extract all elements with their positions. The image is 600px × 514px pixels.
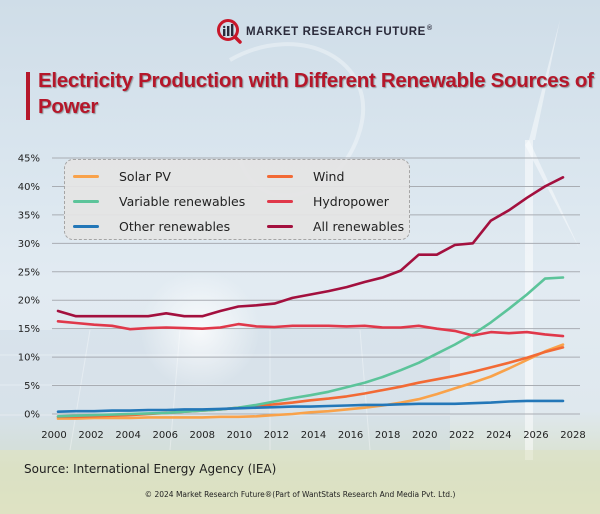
brand-name: MARKET RESEARCH FUTURE® [246, 25, 433, 38]
y-axis-ticks: 0% 5% 10% 15% 20% 25% 30% 35% 40% 45% [18, 154, 40, 421]
legend-swatch-variable-renewables [73, 199, 99, 203]
series-line-variable-renewables [56, 276, 565, 418]
brand-name-text: MARKET RESEARCH FUTURE [246, 25, 426, 38]
x-tick-label: 2012 [264, 430, 289, 440]
x-tick-label: 2018 [375, 430, 400, 440]
y-tick-label: 10% [18, 353, 40, 364]
x-tick-label: 2026 [523, 430, 548, 440]
series-line-other-renewables [56, 399, 565, 414]
legend-label: Hydropower [313, 193, 389, 209]
legend-swatch-solar-pv [73, 174, 99, 178]
legend-item-wind: Wind [267, 165, 344, 187]
copyright-note: © 2024 Market Research Future®(Part of W… [144, 490, 456, 499]
line-chart: 0%5%10%15%20%25%30%35%40%45% 2000 2002 200… [18, 154, 586, 441]
y-tick-label: 15% [18, 324, 40, 335]
x-axis-ticks: 2000 2002 2004 2006 2008 2010 2012 2014 2016 2018… [41, 430, 585, 440]
chart-legend: Solar PV Variable renewables Other renew… [64, 159, 410, 240]
legend-item-all-renewables: All renewables [267, 215, 404, 237]
legend-item-hydropower: Hydropower [267, 190, 389, 212]
legend-label: Other renewables [119, 218, 231, 234]
y-tick-label: 20% [18, 296, 40, 307]
registered-mark: ® [426, 24, 433, 32]
x-tick-label: 2022 [449, 430, 474, 440]
x-tick-label: 2020 [412, 430, 437, 440]
grass-strip [0, 450, 600, 514]
x-tick-label: 2014 [301, 430, 326, 440]
y-tick-label: 35% [18, 210, 40, 221]
y-tick-label: 25% [18, 267, 40, 278]
source-note: Source: International Energy Agency (IEA… [24, 462, 277, 476]
x-tick-label: 2002 [78, 430, 103, 440]
magnifier-logo-icon [217, 19, 242, 44]
x-tick-label: 2028 [560, 430, 585, 440]
series-lines [56, 175, 565, 420]
series-line-hydropower [56, 320, 565, 338]
x-tick-label: 2016 [338, 430, 363, 440]
series-line-all-renewables [56, 175, 565, 318]
x-tick-label: 2006 [152, 430, 177, 440]
x-tick-label: 2004 [115, 430, 140, 440]
y-tick-label: 30% [18, 239, 40, 250]
legend-label: All renewables [313, 218, 405, 234]
legend-swatch-all-renewables [267, 224, 293, 228]
x-tick-label: 2010 [227, 430, 252, 440]
y-tick-label: 40% [18, 182, 40, 193]
legend-label: Variable renewables [119, 193, 246, 209]
x-tick-label: 2024 [486, 430, 511, 440]
legend-swatch-wind [267, 174, 293, 178]
legend-label: Wind [313, 168, 345, 184]
y-tick-label: 45% [18, 154, 40, 165]
chart-title: Electricity Production with Different Re… [38, 69, 594, 118]
legend-swatch-other-renewables [73, 224, 99, 228]
legend-label: Solar PV [119, 168, 171, 184]
series-line-solar-pv [56, 343, 565, 420]
y-tick-label: 0% [24, 410, 40, 421]
legend-item-variable-renewables: Variable renewables [73, 190, 245, 212]
x-tick-label: 2008 [190, 430, 215, 440]
x-tick-label: 2000 [41, 430, 66, 440]
brand-logo: MARKET RESEARCH FUTURE® [216, 18, 433, 44]
title-accent-bar [26, 72, 30, 120]
legend-item-solar-pv: Solar PV [73, 165, 171, 187]
y-tick-label: 5% [24, 381, 40, 392]
legend-swatch-hydropower [267, 199, 293, 203]
legend-item-other-renewables: Other renewables [73, 215, 230, 237]
